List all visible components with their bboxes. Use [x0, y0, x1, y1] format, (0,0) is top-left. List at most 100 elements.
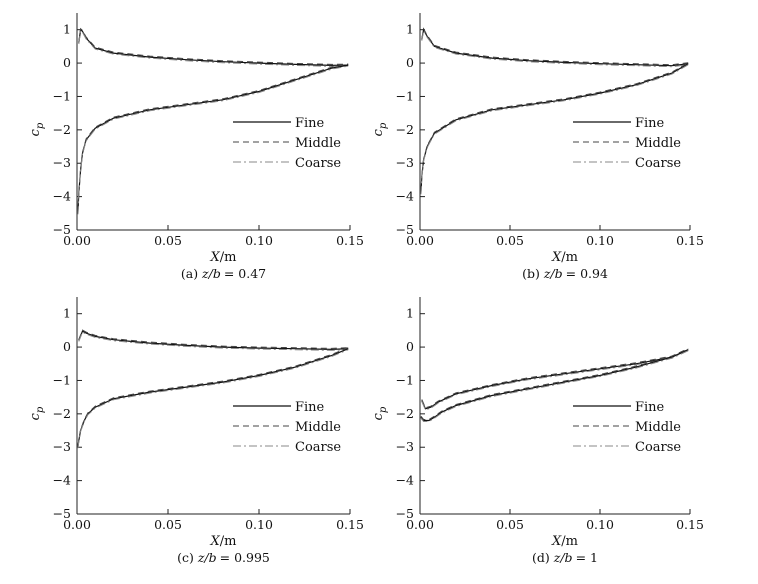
y-axis-title: cp	[371, 406, 389, 420]
caption-value: = 0.995	[220, 550, 270, 565]
x-tick-label: 0.05	[154, 517, 182, 532]
upper-surface-line	[78, 329, 349, 349]
caption-value: = 0.94	[566, 266, 608, 281]
chart-panel: 1 0 −1 −2 −3 −4 −50.00 0.05 0.10 0.15 X/m cp (b) z/b…	[371, 13, 704, 281]
x-axis-title: X/m	[551, 250, 578, 265]
y-tick-label: −3	[53, 155, 71, 170]
y-tick-label: −4	[396, 189, 414, 204]
y-tick-label: 0	[406, 55, 414, 70]
x-tick-label: 0.00	[63, 517, 91, 532]
y-axis-title-text: cp	[371, 406, 389, 420]
upper-surface-line	[421, 350, 689, 411]
legend-label: Middle	[635, 136, 681, 151]
caption-var: z/b	[201, 266, 221, 281]
y-tick-label: −5	[396, 222, 414, 237]
y-tick-label: 0	[63, 55, 71, 70]
y-tick-label: −2	[396, 406, 414, 421]
y-tick-label: −5	[396, 506, 414, 521]
y-axis-title: cp	[371, 122, 389, 136]
y-tick-label: 1	[406, 22, 414, 37]
panel-caption: (b) z/b = 0.94	[522, 266, 608, 281]
legend-label: Middle	[295, 420, 341, 435]
caption-var: z/b	[553, 550, 573, 565]
x-axis-title: X/m	[210, 250, 237, 265]
y-tick-label: −2	[53, 406, 71, 421]
y-axis-title-text: cp	[371, 122, 389, 136]
y-tick-label: −1	[53, 88, 71, 103]
x-tick-label: 0.05	[154, 233, 182, 248]
y-tick-label: −3	[396, 155, 414, 170]
caption-var: z/b	[197, 550, 217, 565]
legend-label: Coarse	[295, 440, 341, 455]
upper-surface-line	[78, 331, 349, 351]
legend-label: Middle	[635, 420, 681, 435]
y-tick-label: −4	[396, 473, 414, 488]
y-tick-label: −1	[53, 372, 71, 387]
x-tick-label: 0.15	[676, 517, 704, 532]
x-tick-label: 0.00	[406, 233, 434, 248]
y-tick-label: 0	[63, 339, 71, 354]
panel-caption: (d) z/b = 1	[532, 550, 598, 565]
caption-value: = 0.47	[224, 266, 266, 281]
x-tick-label: 0.15	[336, 517, 364, 532]
y-tick-label: 1	[63, 306, 71, 321]
x-axis-title: X/m	[210, 534, 237, 549]
x-axis-title: X/m	[551, 534, 578, 549]
x-axis-var: X	[551, 250, 562, 265]
lower-surface-line	[420, 349, 689, 422]
x-axis-unit: /m	[220, 250, 237, 265]
upper-surface-line	[78, 28, 349, 67]
upper-surface-line	[421, 348, 689, 409]
upper-surface-line	[78, 27, 349, 65]
upper-surface-line	[421, 349, 689, 410]
legend-label: Middle	[295, 136, 341, 151]
caption-var: z/b	[543, 266, 563, 281]
x-tick-label: 0.00	[406, 517, 434, 532]
y-tick-label: −1	[396, 88, 414, 103]
x-tick-label: 0.05	[496, 233, 524, 248]
legend-label: Fine	[295, 116, 325, 131]
x-axis-var: X	[210, 250, 221, 265]
y-tick-label: 1	[63, 22, 71, 37]
x-tick-label: 0.00	[63, 233, 91, 248]
x-tick-label: 0.10	[245, 517, 273, 532]
lower-surface-line	[77, 349, 349, 449]
y-tick-label: 1	[406, 306, 414, 321]
y-axis-subscript: p	[35, 122, 46, 129]
y-axis-title-text: cp	[28, 406, 46, 420]
legend-label: Fine	[635, 400, 665, 415]
legend-label: Coarse	[635, 440, 681, 455]
chart-panel: 1 0 −1 −2 −3 −4 −50.00 0.05 0.10 0.15 X/m cp (d) z/b…	[371, 297, 704, 565]
legend-label: Coarse	[295, 156, 341, 171]
x-axis-unit: /m	[561, 250, 578, 265]
x-axis-unit: /m	[561, 534, 578, 549]
legend-label: Fine	[635, 116, 665, 131]
x-tick-label: 0.10	[245, 233, 273, 248]
caption-prefix: (c)	[177, 550, 198, 565]
y-axis-title-text: cp	[28, 122, 46, 136]
panel-caption: (a) z/b = 0.47	[181, 266, 266, 281]
y-tick-label: −4	[53, 189, 71, 204]
y-tick-label: −1	[396, 372, 414, 387]
y-axis-title: cp	[28, 122, 46, 136]
chart-panel: 1 0 −1 −2 −3 −4 −50.00 0.05 0.10 0.15 X/m cp (c) z/b…	[28, 297, 364, 565]
upper-surface-line	[78, 29, 349, 67]
y-tick-label: −4	[53, 473, 71, 488]
y-axis-subscript: p	[378, 406, 389, 413]
chart-panel: 1 0 −1 −2 −3 −4 −50.00 0.05 0.10 0.15 X/m cp (a) z/b…	[28, 13, 364, 281]
x-tick-label: 0.10	[586, 233, 614, 248]
y-axis-subscript: p	[35, 406, 46, 413]
upper-surface-line	[421, 27, 689, 66]
lower-surface-line	[77, 347, 349, 447]
caption-prefix: (d)	[532, 550, 554, 565]
caption-value: = 1	[576, 550, 598, 565]
lower-surface-line	[420, 350, 689, 422]
y-tick-label: −5	[53, 506, 71, 521]
y-axis-subscript: p	[378, 122, 389, 129]
upper-surface-line	[421, 27, 689, 67]
panel-caption: (c) z/b = 0.995	[177, 550, 270, 565]
y-tick-label: −3	[53, 439, 71, 454]
x-tick-label: 0.10	[586, 517, 614, 532]
legend-label: Fine	[295, 400, 325, 415]
y-tick-label: −3	[396, 439, 414, 454]
